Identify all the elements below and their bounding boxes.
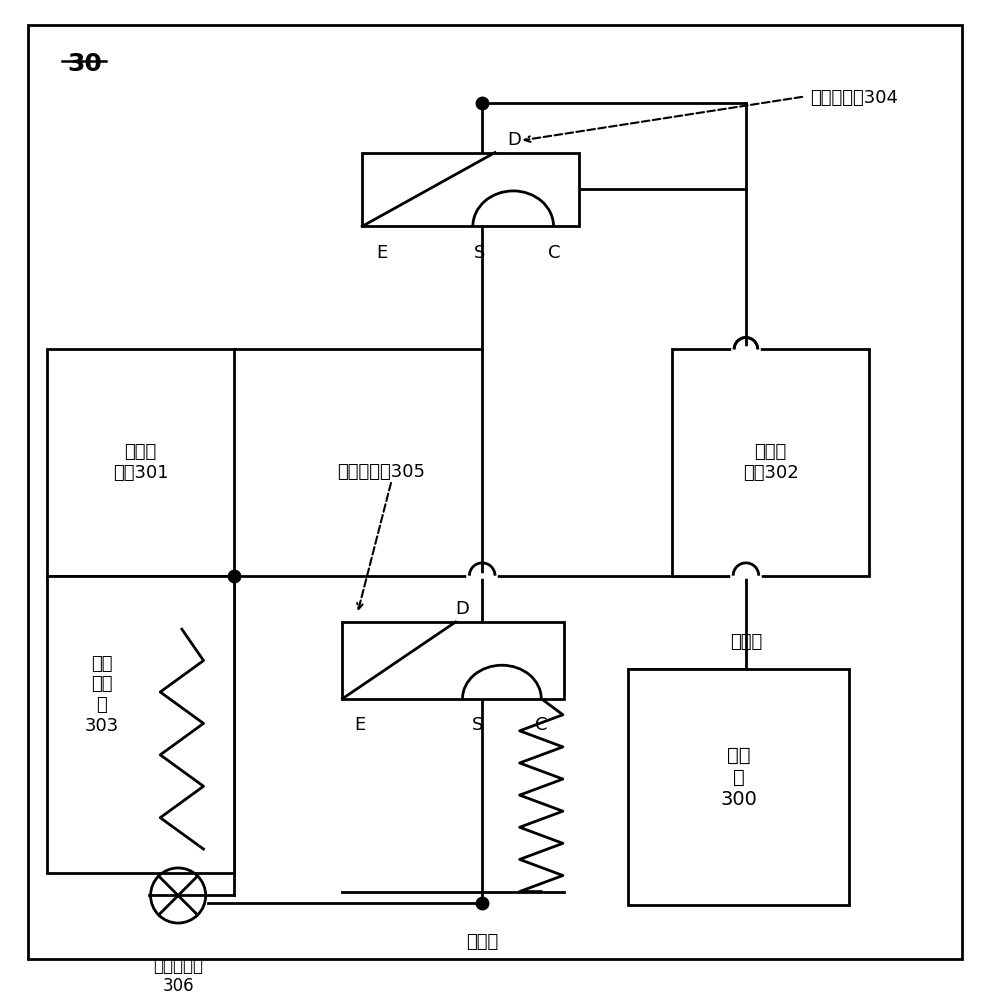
Text: 排气口: 排气口 [730, 633, 762, 651]
Text: C: C [547, 244, 560, 262]
Text: 第一换
热器301: 第一换 热器301 [113, 443, 168, 482]
Bar [628, 669, 849, 905]
Text: 第三
换热
器
303: 第三 换热 器 303 [84, 655, 119, 735]
Text: D: D [507, 131, 521, 149]
Bar [48, 576, 235, 873]
Bar [362, 153, 578, 226]
Text: 30: 30 [67, 52, 102, 76]
Text: 第一膨胀阀
306: 第一膨胀阀 306 [153, 957, 203, 995]
Bar [48, 349, 235, 576]
Text: D: D [455, 600, 469, 618]
Bar [343, 622, 564, 699]
Text: S: S [473, 244, 485, 262]
Text: S: S [471, 716, 483, 734]
Text: 第二四通阀305: 第二四通阀305 [338, 463, 426, 481]
Text: 压缩
机
300: 压缩 机 300 [720, 746, 757, 809]
Text: E: E [354, 716, 366, 734]
Text: 第二换
热器302: 第二换 热器302 [742, 443, 798, 482]
Text: E: E [376, 244, 387, 262]
Text: 吸气口: 吸气口 [466, 933, 498, 951]
Bar [672, 349, 869, 576]
Text: 第一四通阀304: 第一四通阀304 [810, 89, 898, 107]
Text: C: C [535, 716, 547, 734]
